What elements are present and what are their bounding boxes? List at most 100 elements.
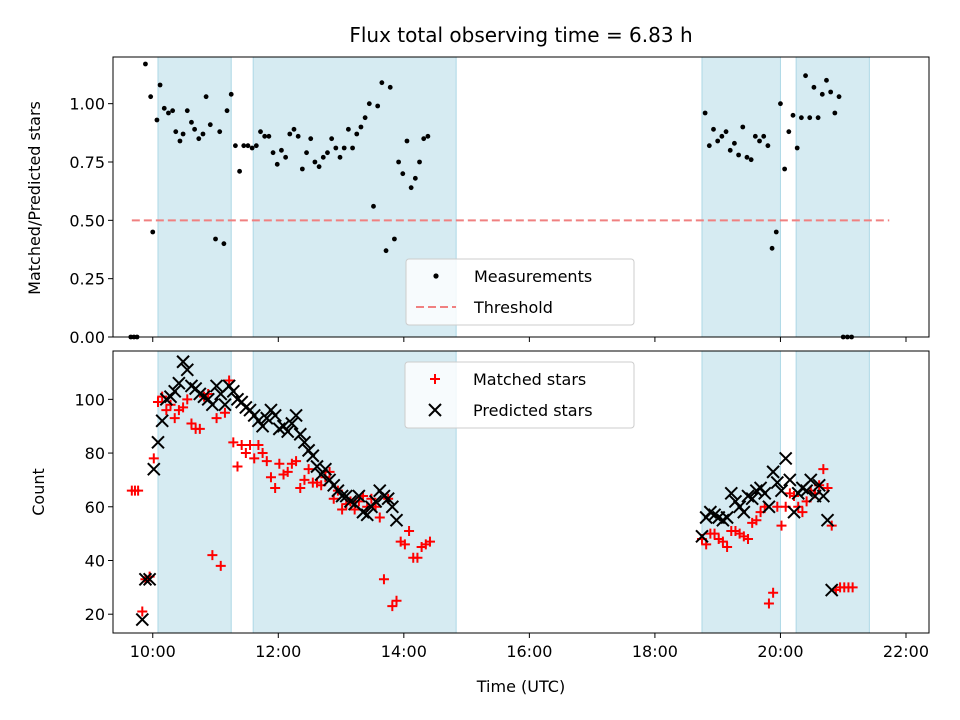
top-series-0-point-29 [245, 143, 251, 149]
bottom-series-0-point-51 [337, 504, 348, 515]
bottom-y-axis-label: Count [29, 468, 48, 516]
bottom-series-0-point-95 [789, 491, 800, 502]
bottom-series-1-point-4 [151, 435, 165, 450]
top-y-tick-label-2: 0.50 [69, 211, 105, 230]
bottom-series-0-point-40 [291, 456, 302, 467]
bottom-series-0-point-109 [847, 582, 858, 593]
bottom-series-1-point-87 [799, 483, 814, 498]
bottom-series-1-point-82 [778, 451, 793, 466]
bottom-series-1-point-39 [297, 435, 312, 450]
top-series-0-point-76 [715, 138, 721, 144]
top-series-0-point-85 [752, 133, 758, 139]
top-series-0-point-97 [803, 73, 808, 79]
top-series-0-point-25 [228, 91, 234, 97]
bottom-series-1-point-68 [720, 510, 734, 525]
top-series-0-point-30 [249, 145, 255, 151]
bottom-series-0-point-102 [818, 464, 829, 475]
bottom-series-0-point-29 [245, 440, 256, 450]
top-series-0-point-51 [337, 154, 343, 160]
top-series-0-point-74 [706, 143, 712, 149]
top-series-0-point-52 [341, 145, 347, 151]
bottom-series-0-point-9 [161, 405, 172, 416]
top-series-0-point-14 [184, 108, 190, 114]
bottom-series-0-point-25 [228, 437, 239, 448]
top-series-0-point-83 [744, 154, 750, 160]
bottom-series-1-point-10 [176, 355, 190, 369]
bottom-series-0-point-15 [186, 418, 197, 429]
top-series-0-point-35 [270, 150, 276, 156]
bottom-series-1-point-17 [205, 398, 220, 412]
bottom-series-0-point-34 [265, 472, 276, 483]
bottom-y-tick-label-2: 60 [85, 498, 105, 517]
top-series-0-point-7 [157, 82, 163, 88]
bottom-series-1-point-62 [695, 529, 709, 544]
top-series-0-point-47 [320, 154, 326, 160]
bottom-series-0-point-13 [178, 402, 189, 413]
bottom-series-0-point-41 [295, 482, 306, 493]
bottom-series-1-point-80 [770, 475, 785, 490]
bottom-x-tick-label-6: 22:00 [883, 642, 929, 661]
bottom-series-1-point-54 [360, 508, 374, 522]
bottom-series-0-point-33 [261, 456, 272, 467]
bottom-series-0-point-63 [387, 601, 398, 612]
top-series-0-point-105 [836, 94, 842, 100]
bottom-series-1-point-60 [385, 500, 400, 514]
bottom-series-1-point-41 [306, 449, 320, 463]
bottom-series-1-point-9 [172, 376, 186, 390]
top-series-0-point-53 [345, 126, 351, 132]
bottom-series-0-point-3 [137, 606, 148, 617]
top-series-0-point-31 [253, 143, 259, 149]
top-series-0-point-21 [213, 236, 218, 242]
top-legend-label-0: Measurements [474, 267, 592, 286]
top-shaded-interval-0 [157, 56, 232, 338]
top-series-0-point-99 [811, 84, 817, 90]
top-series-0-point-44 [308, 136, 314, 142]
top-series-0-point-33 [262, 133, 268, 139]
bottom-legend: Matched stars Predicted stars [404, 361, 635, 429]
top-series-0-point-39 [287, 131, 293, 137]
bottom-legend-box [404, 361, 635, 429]
bottom-series-1-point-83 [783, 473, 797, 487]
bottom-series-0-point-84 [743, 534, 754, 544]
top-series-0-point-58 [366, 101, 372, 107]
bottom-series-0-point-76 [709, 528, 720, 539]
bottom-series-1-point-93 [825, 583, 839, 597]
bottom-series-1-point-74 [745, 492, 759, 506]
bottom-x-tick-label-5: 20:00 [757, 642, 803, 661]
bottom-legend-matched-swatch [430, 374, 440, 384]
bottom-series-0-point-97 [797, 507, 808, 518]
top-series-0-point-88 [765, 143, 771, 149]
bottom-series-0-point-61 [378, 574, 389, 585]
top-y-tick-label-3: 0.75 [69, 153, 105, 172]
top-series-0-point-62 [383, 248, 389, 254]
bottom-series-0-point-64 [391, 595, 402, 606]
bottom-series-1-point-30 [260, 411, 274, 425]
top-series-0-point-28 [241, 143, 247, 149]
bottom-legend-label-0: Matched stars [473, 370, 586, 389]
bottom-shaded-interval-2 [701, 350, 781, 634]
bottom-series-1-point-3 [147, 462, 161, 476]
bottom-x-tick-label-4: 18:00 [632, 642, 678, 661]
bottom-series-1-point-2 [142, 572, 157, 586]
bottom-series-1-point-81 [774, 483, 789, 498]
bottom-y-tick-label-4: 100 [74, 390, 105, 409]
bottom-legend-label-1: Predicted stars [473, 401, 593, 420]
bottom-series-1-point-72 [737, 505, 751, 519]
top-y-tick-label-0: 0.00 [69, 328, 105, 347]
top-series-0-point-18 [200, 131, 206, 137]
bottom-series-1-point-79 [766, 465, 780, 479]
top-legend-label-1: Threshold [473, 298, 553, 317]
top-series-0-point-22 [217, 129, 223, 135]
top-y-tick-label-4: 1.00 [69, 95, 105, 114]
top-series-0-point-61 [379, 80, 385, 86]
top-series-0-point-65 [396, 159, 401, 165]
top-series-0-point-101 [819, 91, 825, 97]
bottom-series-1-point-77 [758, 486, 772, 501]
bottom-series-0-point-6 [148, 453, 159, 464]
top-legend-box [405, 258, 635, 326]
bottom-axes-frame [112, 350, 930, 634]
bottom-series-1-point-59 [381, 492, 395, 506]
top-series-0-point-103 [828, 89, 834, 95]
bottom-x-tick-label-0: 10:00 [130, 642, 176, 661]
